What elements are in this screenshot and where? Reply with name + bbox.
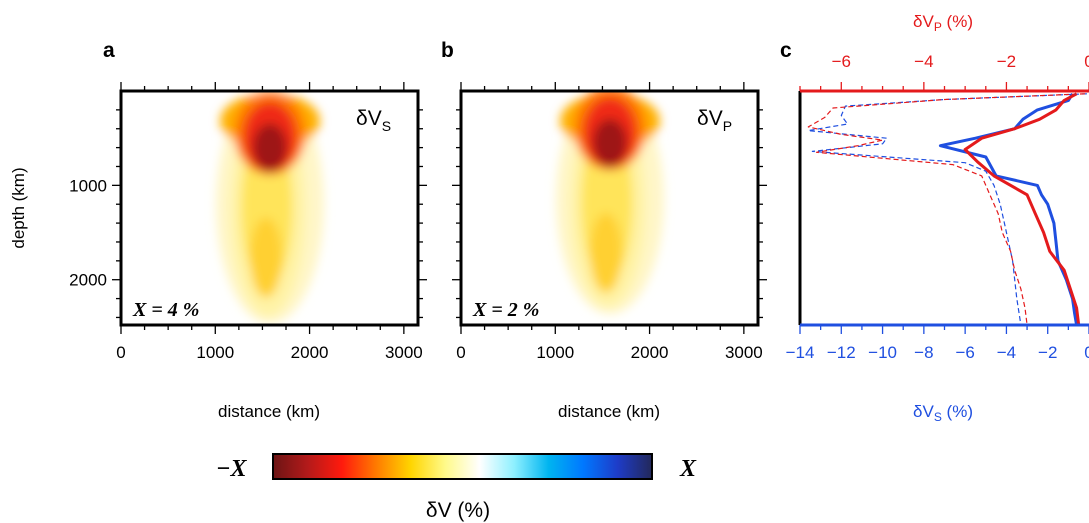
colorbar-left-label: −X — [216, 456, 248, 482]
dashed-top-series-line — [807, 93, 1085, 325]
x-tick-label: 0 — [116, 343, 125, 362]
plume-lower-yellow — [589, 212, 622, 293]
y-tick-label: 1000 — [69, 176, 107, 195]
panel-b-xlabel: distance (km) — [558, 402, 660, 421]
panel-b-heatmap — [555, 91, 664, 314]
panel-b-quantity: δVP — [697, 107, 732, 134]
bottom-tick-label: −10 — [868, 343, 897, 362]
dashed-bottom-series-line — [807, 93, 1087, 325]
top-tick-label: −6 — [832, 52, 851, 71]
panel-a-ticks: 0 1000 2000 3000 1000 2000 — [69, 82, 427, 362]
bottom-tick-label: −2 — [1038, 343, 1057, 362]
x-tick-label: 0 — [456, 343, 465, 362]
plume-dark-core — [592, 118, 627, 167]
x-tick-label: 3000 — [725, 343, 763, 362]
top-tick-label: −2 — [997, 52, 1016, 71]
colorbar-title: δV (%) — [426, 499, 490, 522]
top-tick-label: −4 — [914, 52, 933, 71]
panel-a-xlabel: distance (km) — [218, 402, 320, 421]
plume-lower-yellow — [249, 217, 282, 298]
x-tick-label: 2000 — [631, 343, 669, 362]
bottom-tick-label: −6 — [955, 343, 974, 362]
x-tick-label: 2000 — [291, 343, 329, 362]
panel-a-heatmap — [215, 91, 324, 324]
y-tick-label: 2000 — [69, 271, 107, 290]
panel-b-letter: b — [441, 39, 454, 62]
bottom-tick-label: −4 — [997, 343, 1016, 362]
panel-c-ticks: −6 −4 −2 0 −14 −12 −10 −8 −6 −4 −2 0 — [786, 52, 1089, 362]
solid-top-series-line — [963, 92, 1081, 325]
panel-b-frame — [459, 89, 760, 327]
x-tick-label: 3000 — [385, 343, 423, 362]
x-tick-label: 1000 — [536, 343, 574, 362]
colorbar-right-label: X — [679, 456, 697, 482]
bottom-tick-label: −8 — [914, 343, 933, 362]
bottom-tick-label: 0 — [1084, 343, 1089, 362]
panel-c-lines — [807, 92, 1087, 325]
bottom-tick-label: −14 — [786, 343, 815, 362]
top-tick-label: 0 — [1084, 52, 1089, 71]
bottom-tick-label: −12 — [827, 343, 856, 362]
colorbar — [272, 453, 653, 480]
panel-a-letter: a — [103, 39, 115, 62]
panel-a-quantity: δVS — [356, 107, 391, 134]
panel-b-annotation: X = 2 % — [472, 299, 539, 321]
x-tick-label: 1000 — [196, 343, 234, 362]
plume-dark-core — [252, 123, 287, 172]
panel-c-top-axis-title: δVP (%) — [913, 12, 973, 34]
panel-a-frame — [119, 89, 420, 327]
solid-bottom-series-line — [938, 93, 1079, 325]
panel-c-letter: c — [780, 39, 792, 62]
panel-c-bottom-axis-title: δVS (%) — [913, 402, 973, 424]
panel-a-annotation: X = 4 % — [132, 299, 199, 321]
panel-a-ylabel: depth (km) — [9, 167, 28, 248]
